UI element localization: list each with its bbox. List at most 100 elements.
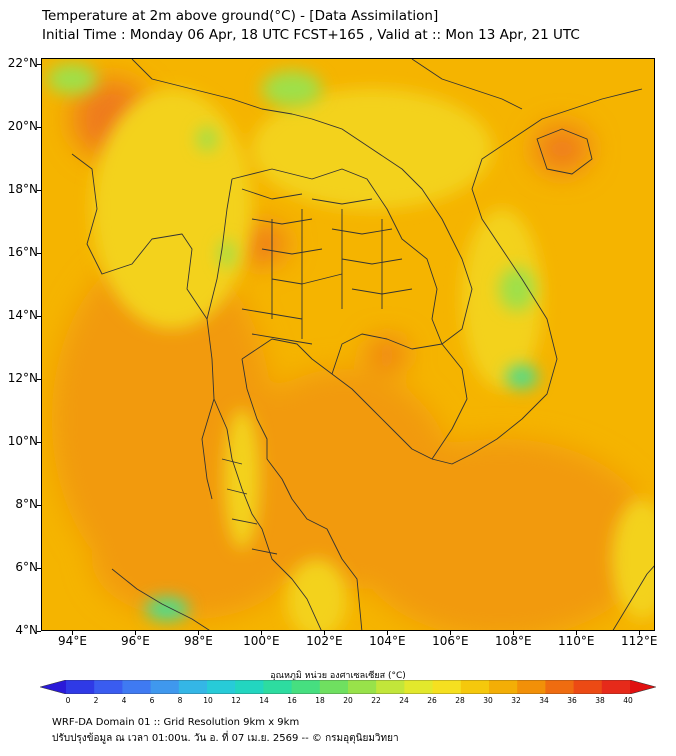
colorbar-label: 28 bbox=[455, 696, 465, 705]
coastline-sumatra bbox=[111, 568, 210, 630]
colorbar-segment bbox=[291, 680, 321, 694]
lon-tick-label: 96°E bbox=[121, 634, 150, 648]
colorbar-under-arrow bbox=[40, 680, 66, 694]
lat-tick-label: 4°N bbox=[15, 623, 38, 637]
mild-region-borneo bbox=[612, 499, 654, 619]
colorbar-segment bbox=[348, 680, 377, 694]
colorbar-label: 40 bbox=[623, 696, 633, 705]
lon-tick-label: 98°E bbox=[183, 634, 213, 648]
colorbar-title: อุณหภูมิ หน่วย องศาเซลเซียส (°C) bbox=[270, 671, 406, 681]
lat-tick-label: 20°N bbox=[7, 119, 38, 134]
colorbar-label: 24 bbox=[399, 696, 409, 705]
lon-tick-mark bbox=[72, 631, 74, 635]
colorbar-segment bbox=[263, 680, 293, 694]
lat-tick-label: 12°N bbox=[7, 371, 38, 386]
cool-region-north bbox=[262, 71, 322, 107]
lon-tick-mark bbox=[576, 631, 578, 635]
lat-tick-label: 10°N bbox=[7, 434, 38, 449]
cool-region-vn bbox=[499, 267, 535, 311]
colorbar-label: 32 bbox=[511, 696, 521, 705]
colorbar-segment bbox=[319, 680, 349, 694]
colorbar-label: 34 bbox=[539, 696, 549, 705]
colorbar-label: 8 bbox=[177, 696, 183, 705]
lat-tick-label: 14°N bbox=[7, 308, 38, 323]
provinces-northeast bbox=[311, 198, 413, 295]
lon-tick-label: 106°E bbox=[432, 634, 469, 648]
colorbar-segment bbox=[122, 680, 152, 694]
cool-region-tak bbox=[219, 240, 235, 268]
colorbar-label: 20 bbox=[343, 696, 353, 705]
colorbar-segment bbox=[235, 680, 264, 694]
provinces-north bbox=[241, 188, 343, 285]
provinces-central bbox=[241, 209, 383, 345]
lat-tick-mark bbox=[37, 568, 41, 570]
lon-tick-label: 104°E bbox=[369, 634, 406, 648]
colorbar-segment bbox=[404, 680, 434, 694]
colorbar-segment bbox=[489, 680, 518, 694]
colorbar-label: 16 bbox=[287, 696, 297, 705]
border-myanmar-china bbox=[131, 59, 313, 120]
lon-tick-mark bbox=[450, 631, 452, 635]
colorbar-segment bbox=[601, 680, 631, 694]
lon-tick-mark bbox=[513, 631, 515, 635]
colorbar-label: 36 bbox=[567, 696, 577, 705]
colorbar-segment bbox=[432, 680, 462, 694]
lon-tick-mark bbox=[261, 631, 263, 635]
colorbar-segment bbox=[573, 680, 603, 694]
colorbar-label: 38 bbox=[595, 696, 605, 705]
lat-tick-mark bbox=[37, 379, 41, 381]
lon-tick-mark bbox=[639, 631, 641, 635]
colorbar-label: 26 bbox=[427, 696, 437, 705]
border-cambodia-vietnam bbox=[431, 343, 468, 460]
colorbar-segment bbox=[150, 680, 180, 694]
colorbar-over-arrow bbox=[630, 680, 656, 694]
lat-tick-label: 22°N bbox=[7, 56, 38, 71]
lat-tick-mark bbox=[37, 190, 41, 192]
cool-region-vn-south bbox=[506, 365, 538, 389]
colorbar-label: 4 bbox=[121, 696, 127, 705]
colorbar-label: 6 bbox=[149, 696, 155, 705]
colorbar-label: 14 bbox=[259, 696, 269, 705]
colorbar-segment bbox=[94, 680, 123, 694]
colorbar-label: 12 bbox=[231, 696, 241, 705]
warm-region-south-china-sea bbox=[352, 439, 652, 630]
lat-tick-label: 8°N bbox=[15, 497, 38, 512]
provinces-south bbox=[221, 458, 278, 555]
colorbar-segment bbox=[545, 680, 575, 694]
colorbar-label: 22 bbox=[371, 696, 381, 705]
lat-tick-mark bbox=[37, 631, 41, 632]
lon-tick-label: 94°E bbox=[58, 634, 87, 648]
footer-model-info: WRF-DA Domain 01 :: Grid Resolution 9km … bbox=[52, 717, 300, 728]
hot-region-hainan bbox=[534, 125, 590, 173]
lon-tick-label: 100°E bbox=[243, 634, 280, 648]
colorbar-segment bbox=[517, 680, 546, 694]
temperature-map bbox=[41, 58, 655, 631]
coastline-hainan bbox=[536, 128, 593, 175]
coastline-cambodia-vietnam bbox=[431, 138, 558, 465]
lon-tick-mark bbox=[324, 631, 326, 635]
lat-tick-mark bbox=[37, 316, 41, 318]
lat-tick-label: 16°N bbox=[7, 245, 38, 260]
cool-region-myanmar bbox=[197, 127, 217, 151]
lat-tick-label: 6°N bbox=[15, 560, 38, 575]
colorbar-segment bbox=[207, 680, 236, 694]
border-thailand-myanmar bbox=[206, 178, 233, 320]
map-subtitle: Initial Time : Monday 06 Apr, 18 UTC FCS… bbox=[42, 27, 580, 43]
lat-tick-mark bbox=[37, 505, 41, 507]
colorbar-label: 10 bbox=[203, 696, 213, 705]
coastline-borneo bbox=[612, 565, 654, 630]
lat-tick-mark bbox=[37, 64, 41, 66]
warm-region-malacca bbox=[92, 499, 292, 619]
colorbar-label: 2 bbox=[93, 696, 99, 705]
lon-tick-label: 110°E bbox=[558, 634, 595, 648]
lat-tick-label: 18°N bbox=[7, 182, 38, 197]
border-thailand-laos bbox=[231, 168, 443, 345]
colorbar-label: 18 bbox=[315, 696, 325, 705]
border-thailand-cambodia bbox=[331, 333, 443, 375]
lon-tick-label: 112°E bbox=[621, 634, 658, 648]
lon-tick-mark bbox=[198, 631, 200, 635]
lat-tick-mark bbox=[37, 253, 41, 255]
coastline-myanmar-west bbox=[71, 153, 215, 500]
coastline-gulf-north bbox=[241, 338, 433, 460]
lon-tick-mark bbox=[387, 631, 389, 635]
